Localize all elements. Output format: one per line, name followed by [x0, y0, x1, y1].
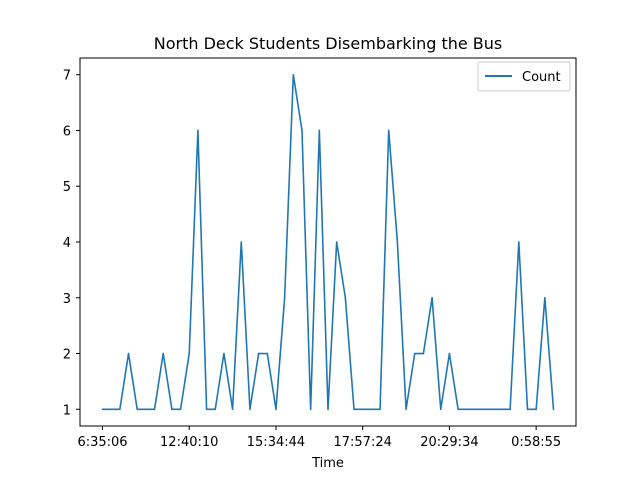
- data-point: [474, 408, 477, 411]
- data-point: [405, 408, 407, 411]
- data-point: [465, 408, 468, 411]
- data-point: [275, 408, 277, 411]
- data-point: [214, 408, 217, 411]
- y-tick-label: 7: [63, 69, 71, 84]
- data-point: [387, 129, 390, 132]
- x-tick-label: 0:58:55: [511, 435, 561, 450]
- data-point: [240, 241, 243, 243]
- x-tick-label: 12:40:10: [160, 435, 218, 450]
- data-point: [439, 408, 442, 411]
- data-point: [110, 408, 112, 411]
- data-point: [145, 408, 147, 411]
- series-line-count: [102, 73, 555, 411]
- chart-title: North Deck Students Disembarking the Bus: [154, 34, 503, 53]
- data-point: [361, 408, 364, 411]
- data-point: [188, 352, 191, 355]
- data-point: [162, 352, 165, 355]
- data-point: [153, 408, 156, 411]
- data-point: [179, 408, 182, 411]
- data-point: [318, 129, 321, 132]
- y-tick-label: 2: [63, 348, 71, 363]
- x-tick-label: 20:29:34: [420, 435, 478, 450]
- plot-frame: [79, 57, 577, 427]
- legend: Count: [477, 61, 571, 92]
- data-point: [249, 408, 251, 411]
- data-point: [518, 241, 520, 243]
- data-point: [500, 408, 503, 411]
- data-point: [266, 352, 269, 355]
- data-point: [526, 408, 529, 411]
- x-tick-label: 17:57:24: [333, 435, 391, 450]
- data-point: [101, 408, 104, 411]
- x-axis-label: Time: [311, 456, 344, 471]
- data-point: [544, 296, 546, 299]
- data-point: [231, 408, 234, 411]
- data-point: [448, 352, 451, 355]
- data-point: [309, 408, 312, 411]
- data-point: [257, 352, 260, 355]
- axes: 1 2 3 4 5 6 7 6:35:06 12:40:10 15:34:44 17:57:24 20…: [63, 57, 577, 450]
- data-point: [205, 408, 208, 411]
- x-tick-label: 15:34:44: [247, 435, 305, 450]
- y-tick-label: 3: [63, 292, 71, 307]
- plot-area: [101, 73, 555, 411]
- data-point: [353, 408, 355, 411]
- data-point: [413, 352, 416, 355]
- data-point: [344, 296, 347, 299]
- data-point: [197, 129, 199, 132]
- data-point: [171, 408, 173, 411]
- data-point: [552, 408, 555, 411]
- data-point: [119, 408, 121, 411]
- data-point: [457, 408, 459, 411]
- data-point: [283, 296, 286, 299]
- y-tick-label: 4: [63, 236, 71, 251]
- legend-label: Count: [522, 70, 561, 85]
- data-point: [396, 241, 399, 243]
- legend-box: [477, 61, 571, 92]
- data-point: [136, 408, 138, 411]
- data-point: [335, 241, 338, 243]
- data-point: [431, 296, 433, 299]
- y-tick-label: 6: [63, 124, 71, 139]
- data-point: [491, 408, 494, 411]
- x-tick-label: 6:35:06: [77, 435, 127, 450]
- y-tick-label: 5: [63, 180, 71, 195]
- data-point: [292, 73, 295, 76]
- data-point: [223, 352, 225, 355]
- data-point: [127, 352, 130, 355]
- data-point: [509, 408, 511, 411]
- data-point: [535, 408, 537, 411]
- y-tick-label: 1: [63, 403, 71, 418]
- data-point: [379, 408, 381, 411]
- data-point: [301, 129, 303, 132]
- data-point: [483, 408, 485, 411]
- data-point: [327, 408, 329, 411]
- data-point: [370, 408, 373, 411]
- data-point: [422, 352, 425, 355]
